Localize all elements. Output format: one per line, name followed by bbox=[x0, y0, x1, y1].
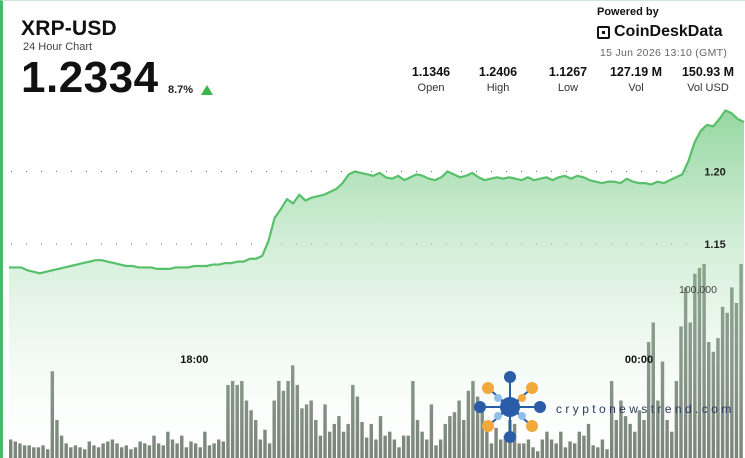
stat-label: Vol bbox=[628, 82, 644, 94]
price-area bbox=[9, 110, 744, 458]
pair-title: XRP-USD bbox=[21, 17, 117, 40]
watermark-node bbox=[494, 394, 502, 402]
x-tick-label: 18:00 bbox=[180, 354, 208, 366]
stat-volume-usd: 150.93 M Vol USD bbox=[676, 65, 740, 94]
price-line bbox=[8, 109, 745, 275]
y-tick-label: 1.20 bbox=[704, 166, 725, 178]
watermark-node bbox=[526, 382, 538, 394]
watermark-node bbox=[504, 371, 516, 383]
watermark-center-node bbox=[500, 397, 520, 417]
stat-value: 1.2406 bbox=[478, 65, 518, 79]
price-change: 8.7% bbox=[168, 84, 194, 96]
stat-value: 1.1346 bbox=[411, 65, 451, 79]
stat-value: 150.93 M bbox=[681, 65, 735, 79]
up-triangle-icon bbox=[201, 85, 213, 95]
stat-label: Vol USD bbox=[687, 82, 729, 94]
powered-by-label: Powered by bbox=[597, 6, 659, 18]
stat-open: 1.1346 Open bbox=[405, 65, 457, 94]
stat-label: Low bbox=[557, 82, 579, 94]
stat-high: 1.2406 High bbox=[472, 65, 524, 94]
watermark-logo-icon bbox=[474, 371, 546, 443]
stat-value: 127.19 M bbox=[609, 65, 663, 79]
watermark-text: cryptonewstrend.com bbox=[556, 402, 735, 416]
watermark-node bbox=[482, 382, 494, 394]
watermark-node bbox=[474, 401, 486, 413]
stat-value: 1.1267 bbox=[548, 65, 588, 79]
y-tick-label: 1.15 bbox=[704, 239, 725, 251]
timestamp: 15 Jun 2026 13:10 (GMT) bbox=[600, 47, 728, 59]
stat-volume: 127.19 M Vol bbox=[604, 65, 668, 94]
stat-label: High bbox=[486, 82, 510, 94]
watermark-node bbox=[518, 394, 526, 402]
current-price: 1.2334 bbox=[21, 53, 159, 102]
watermark-node bbox=[534, 401, 546, 413]
stat-label: Open bbox=[417, 82, 445, 94]
chart-subtitle: 24 Hour Chart bbox=[23, 41, 93, 53]
x-tick-label: 00:00 bbox=[625, 354, 653, 366]
stat-low: 1.1267 Low bbox=[542, 65, 594, 94]
watermark-node bbox=[482, 420, 494, 432]
brand-name: CoinDeskData bbox=[614, 23, 723, 40]
watermark-node bbox=[504, 431, 516, 443]
brand-logo[interactable]: CoinDeskData bbox=[597, 23, 722, 41]
watermark-node bbox=[494, 412, 502, 420]
watermark-node bbox=[526, 420, 538, 432]
watermark-node bbox=[518, 412, 526, 420]
volume-tick-label: 100,000 bbox=[679, 284, 717, 296]
coindesk-logo-icon bbox=[597, 25, 610, 39]
